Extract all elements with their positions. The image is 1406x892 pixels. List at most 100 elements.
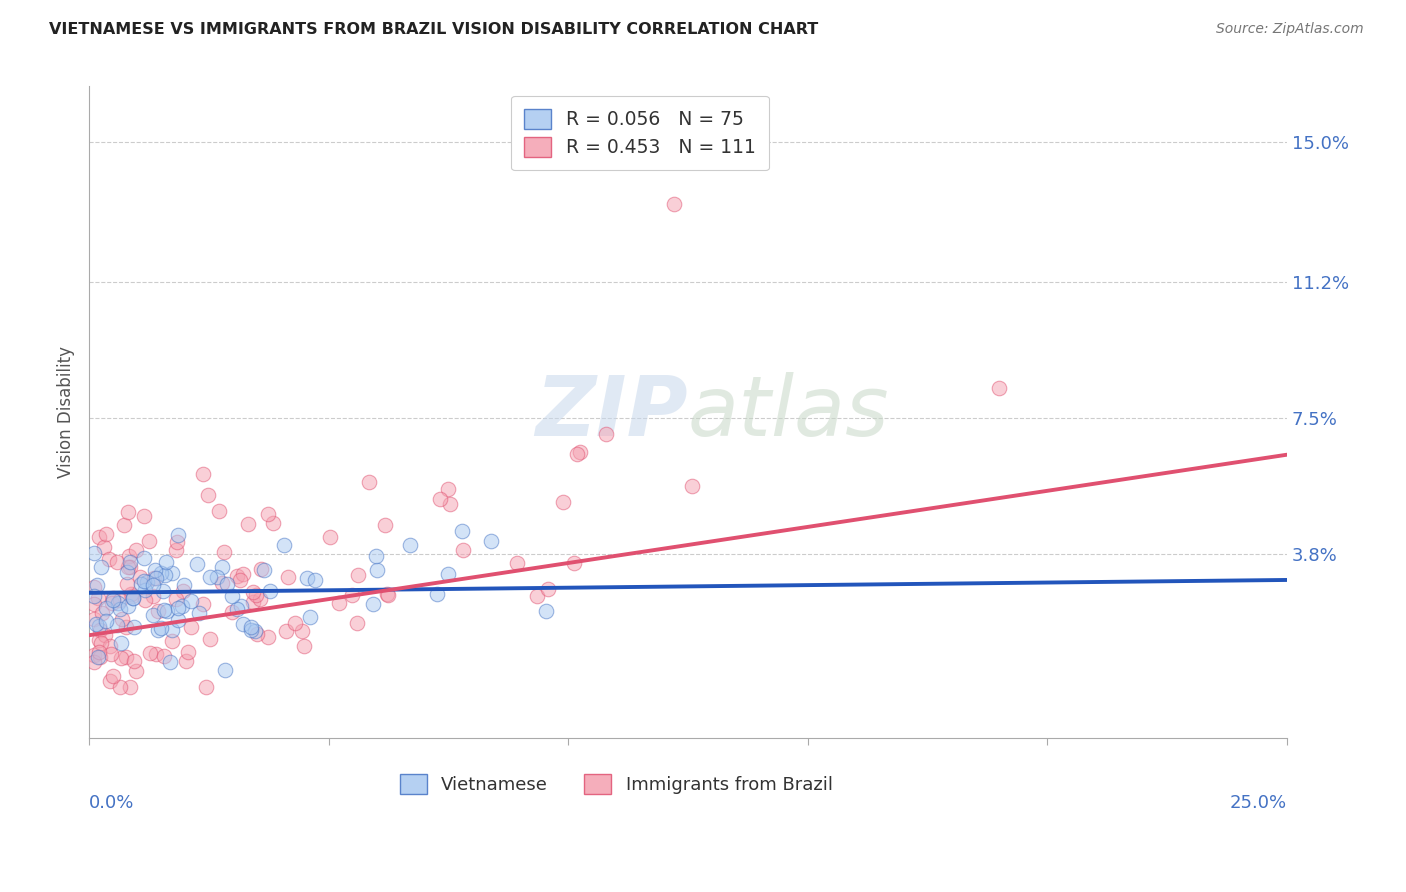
Point (111, 612, 134, 626)
Text: VIETNAMESE VS IMMIGRANTS FROM BRAZIL VISION DISABILITY CORRELATION CHART: VIETNAMESE VS IMMIGRANTS FROM BRAZIL VIS… (49, 22, 818, 37)
Point (89, 530, 111, 544)
Point (108, 593, 131, 607)
Point (232, 617, 254, 632)
Point (115, 650, 138, 665)
Point (211, 575, 233, 590)
Point (135, 574, 157, 589)
Text: 0.0%: 0.0% (89, 794, 135, 812)
Point (172, 584, 194, 599)
Point (87, 632, 110, 647)
Point (167, 601, 190, 615)
Point (534, 604, 557, 618)
Point (110, 650, 132, 665)
Point (139, 646, 162, 660)
Point (429, 491, 451, 506)
Point (142, 589, 165, 603)
Point (94, 627, 117, 641)
Point (180, 594, 202, 608)
Point (437, 482, 460, 496)
Point (122, 591, 145, 605)
Point (129, 577, 152, 591)
Point (152, 648, 174, 663)
Point (118, 560, 141, 574)
Point (138, 533, 160, 548)
Point (87, 619, 110, 633)
Point (595, 426, 617, 441)
Point (83, 648, 105, 663)
Point (143, 563, 166, 577)
Point (374, 517, 396, 532)
Point (319, 530, 342, 544)
Point (100, 596, 122, 610)
Point (186, 557, 208, 571)
Point (166, 534, 188, 549)
Point (101, 669, 124, 683)
Point (681, 479, 703, 493)
Point (162, 624, 184, 638)
Point (117, 505, 139, 519)
Point (96, 600, 118, 615)
Point (159, 655, 181, 669)
Point (215, 576, 238, 591)
Point (118, 549, 141, 563)
Point (346, 615, 368, 630)
Point (283, 616, 305, 631)
Point (117, 559, 139, 574)
Point (479, 534, 502, 549)
Point (100, 647, 122, 661)
Point (153, 568, 176, 582)
Point (506, 556, 529, 570)
Point (439, 497, 461, 511)
Point (232, 566, 254, 581)
Point (83, 612, 105, 626)
Point (165, 543, 187, 558)
Point (110, 601, 132, 615)
Point (212, 545, 235, 559)
Point (238, 517, 260, 532)
Point (225, 569, 247, 583)
Point (569, 445, 592, 459)
Point (108, 680, 131, 694)
Point (87, 591, 110, 605)
Point (242, 584, 264, 599)
Point (115, 566, 138, 580)
Point (94, 527, 117, 541)
Point (226, 601, 249, 615)
Point (292, 640, 315, 654)
Point (134, 583, 156, 598)
Text: 25.0%: 25.0% (1230, 794, 1286, 812)
Point (180, 620, 202, 634)
Point (357, 475, 380, 489)
Point (145, 571, 167, 585)
Point (160, 634, 183, 648)
Point (173, 578, 195, 592)
Point (277, 570, 299, 584)
Point (166, 613, 188, 627)
Point (125, 543, 148, 558)
Point (240, 620, 263, 634)
Point (366, 563, 388, 577)
Point (211, 560, 233, 574)
Point (148, 623, 170, 637)
Point (93, 541, 115, 555)
Point (122, 620, 145, 634)
Point (101, 591, 124, 606)
Point (537, 582, 560, 596)
Point (89, 624, 111, 638)
Point (257, 630, 280, 644)
Point (97, 551, 120, 566)
Point (122, 654, 145, 668)
Point (142, 578, 165, 592)
Point (134, 574, 156, 588)
Point (276, 624, 298, 639)
Point (150, 620, 173, 634)
Point (101, 593, 124, 607)
Point (129, 569, 152, 583)
Text: ZIP: ZIP (536, 372, 688, 453)
Point (437, 566, 460, 581)
Point (375, 587, 398, 601)
Point (117, 577, 139, 591)
Point (100, 674, 122, 689)
Point (262, 516, 284, 530)
Point (118, 555, 141, 569)
